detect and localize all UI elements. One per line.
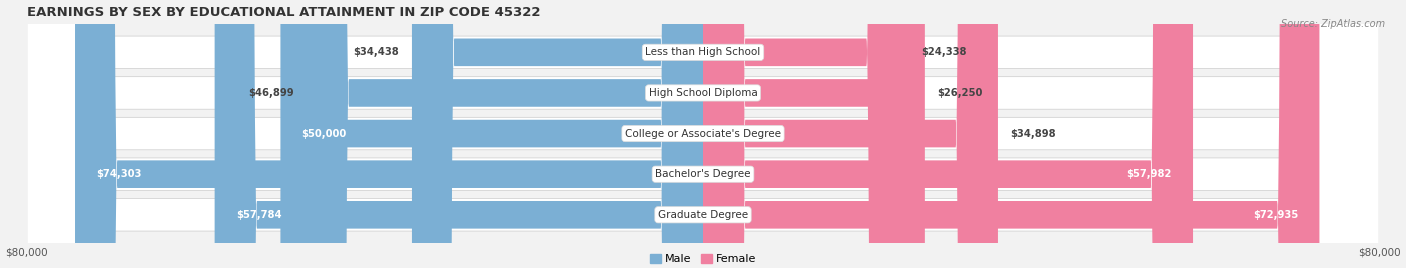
FancyBboxPatch shape [703, 0, 925, 268]
FancyBboxPatch shape [75, 0, 703, 268]
FancyBboxPatch shape [27, 0, 1379, 268]
Text: $72,935: $72,935 [1253, 210, 1298, 220]
Legend: Male, Female: Male, Female [650, 254, 756, 264]
Text: $34,438: $34,438 [353, 47, 399, 57]
Text: Less than High School: Less than High School [645, 47, 761, 57]
Text: High School Diploma: High School Diploma [648, 88, 758, 98]
FancyBboxPatch shape [27, 0, 1379, 268]
FancyBboxPatch shape [412, 0, 703, 268]
Text: $50,000: $50,000 [301, 129, 347, 139]
FancyBboxPatch shape [703, 0, 1194, 268]
FancyBboxPatch shape [307, 0, 703, 268]
Text: $26,250: $26,250 [938, 88, 983, 98]
FancyBboxPatch shape [27, 0, 1379, 268]
Text: EARNINGS BY SEX BY EDUCATIONAL ATTAINMENT IN ZIP CODE 45322: EARNINGS BY SEX BY EDUCATIONAL ATTAINMEN… [27, 6, 540, 18]
Text: $34,898: $34,898 [1011, 129, 1056, 139]
Text: $74,303: $74,303 [96, 169, 142, 179]
FancyBboxPatch shape [703, 0, 998, 268]
Text: Graduate Degree: Graduate Degree [658, 210, 748, 220]
Text: Source: ZipAtlas.com: Source: ZipAtlas.com [1281, 19, 1385, 29]
FancyBboxPatch shape [27, 0, 1379, 268]
Text: $24,338: $24,338 [921, 47, 967, 57]
Text: $57,784: $57,784 [236, 210, 281, 220]
FancyBboxPatch shape [215, 0, 703, 268]
FancyBboxPatch shape [27, 0, 1379, 268]
Text: Bachelor's Degree: Bachelor's Degree [655, 169, 751, 179]
FancyBboxPatch shape [280, 0, 703, 268]
Text: College or Associate's Degree: College or Associate's Degree [626, 129, 780, 139]
FancyBboxPatch shape [703, 0, 1319, 268]
Text: $57,982: $57,982 [1126, 169, 1173, 179]
FancyBboxPatch shape [703, 0, 908, 268]
Text: $46,899: $46,899 [249, 88, 294, 98]
